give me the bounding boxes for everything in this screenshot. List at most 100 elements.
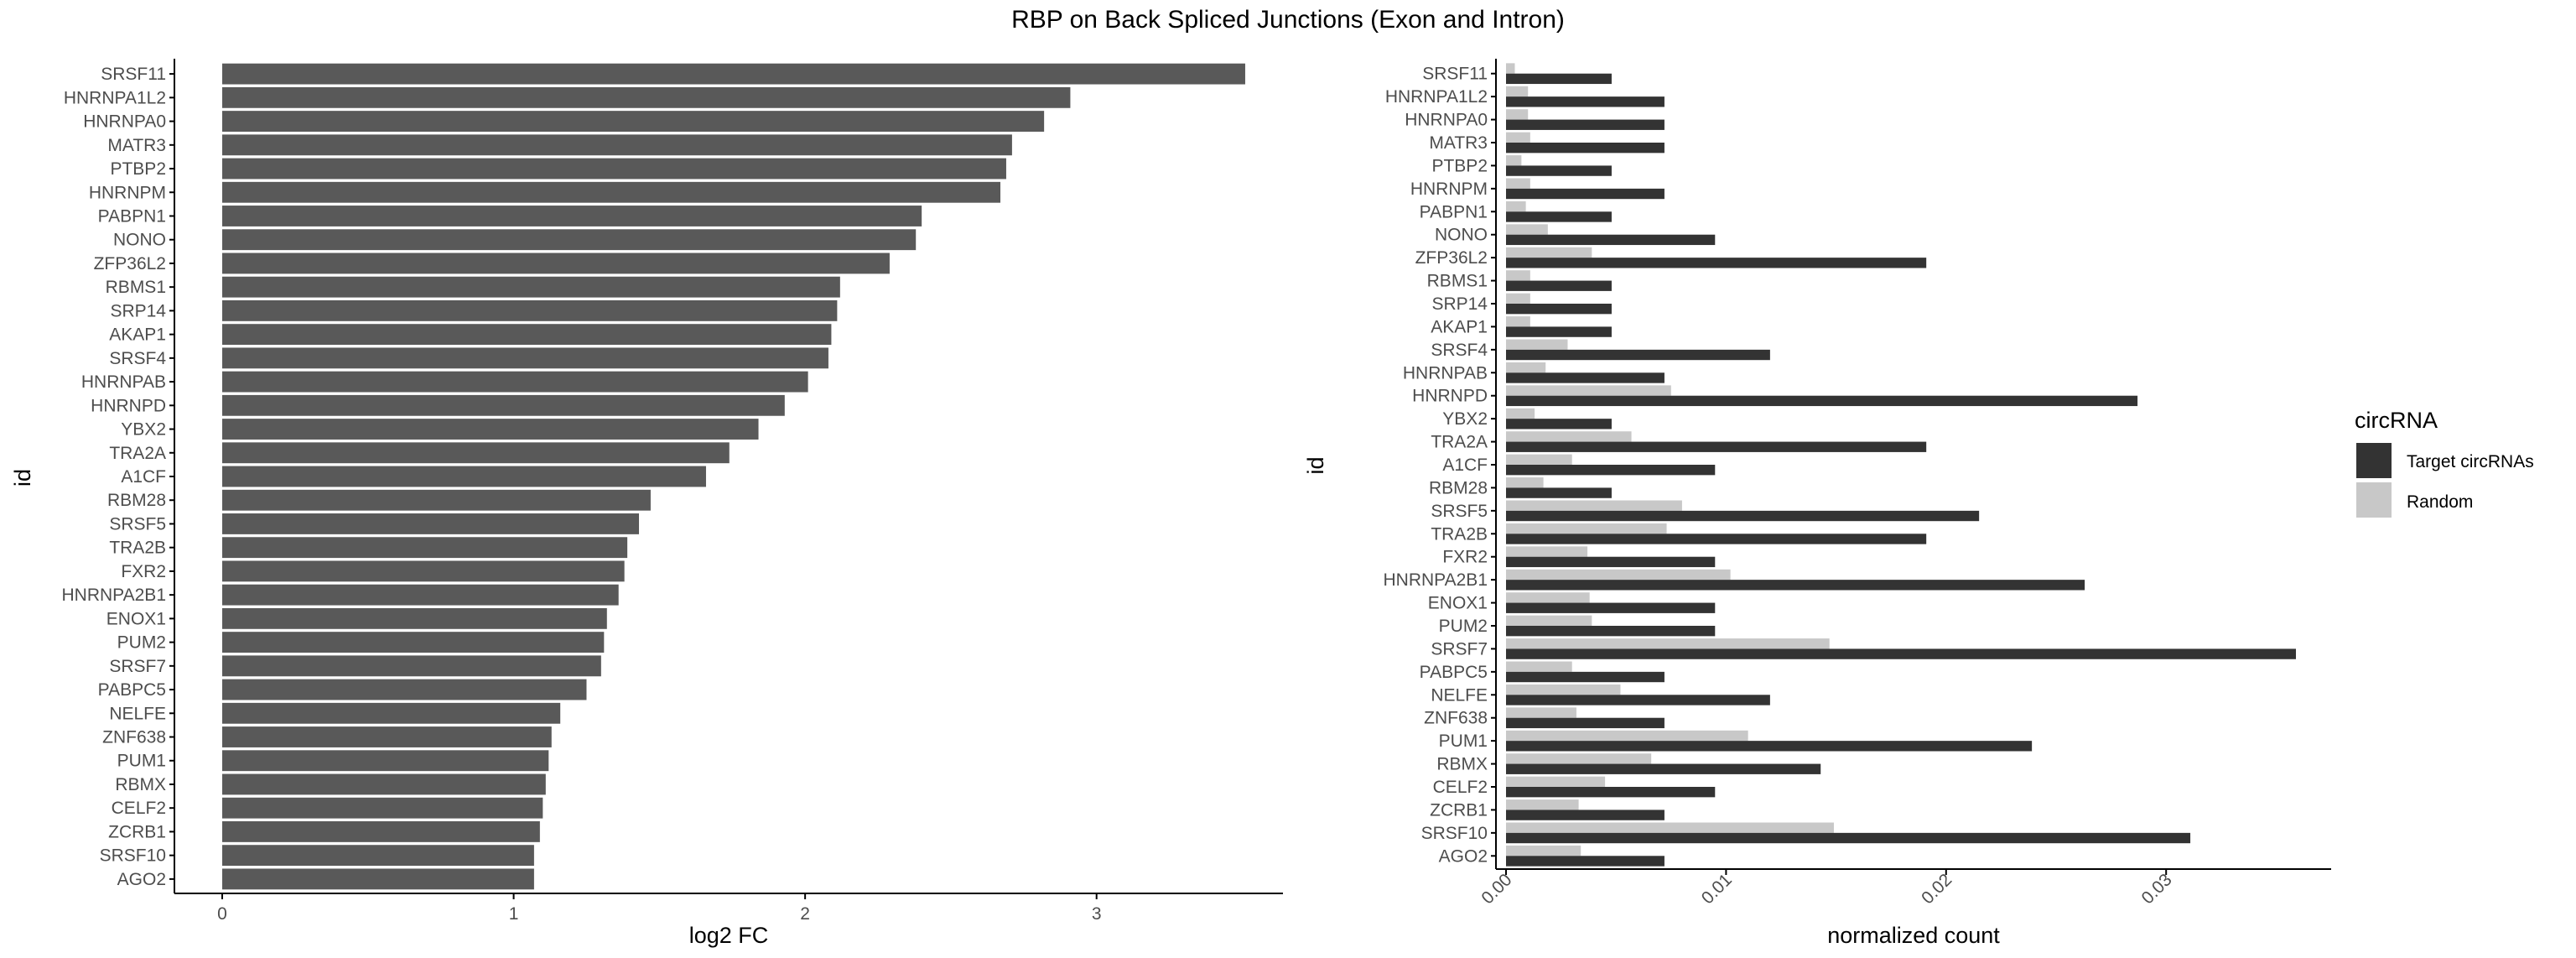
y-tick-label: HNRNPAB [81,372,166,392]
y-tick-label: TRA2B [1431,524,1488,544]
y-axis-title: id [1303,456,1328,474]
bar [222,845,534,867]
bar-target [1506,349,1770,361]
y-tick-label: SRSF10 [1421,824,1488,843]
legend-label-target: Target circRNAs [2407,452,2534,471]
legend: circRNA Target circRNAs Random [2355,408,2534,518]
bar-target [1506,326,1612,337]
y-tick-label: SRSF7 [109,657,166,676]
left-panel-log2fc: SRSF11 HNRNPA1L2 HNRNPA0 MATR3 PTBP2 HNRNPM PA… [10,59,1283,948]
y-tick-label: ZFP36L2 [94,254,166,273]
bar [222,466,706,487]
x-tick-label: 0.03 [2138,870,2176,908]
bar-random [1506,799,1579,810]
bar-random [1506,500,1682,511]
x-tick-label: 2 [800,904,810,924]
x-axis-title: normalized count [1827,923,2000,948]
bar-random [1506,86,1529,97]
y-tick-label: SRSF5 [1431,502,1488,521]
y-tick-label: HNRNPM [89,183,166,202]
bar-random [1506,730,1748,742]
bar-random [1506,454,1572,465]
bar-random [1506,362,1546,373]
y-tick-label: MATR3 [107,136,166,155]
bar-random [1506,224,1548,235]
bar-target [1506,234,1716,246]
y-tick-label: TRA2B [109,539,166,558]
bar-target [1506,280,1612,291]
x-tick-label: 0 [217,904,227,924]
bar-target [1506,395,2138,407]
y-tick-label: SRSF5 [109,514,166,534]
bar-random [1506,200,1526,212]
bar-target [1506,717,1665,729]
y-tick-label: YBX2 [121,420,166,440]
y-tick-label: NELFE [109,704,166,723]
bar-target [1506,810,1665,820]
bar [222,324,832,346]
bar-target [1506,534,1927,544]
y-tick-label: YBX2 [1442,409,1488,429]
bar [222,276,840,298]
bar [222,442,730,464]
bar [222,868,534,890]
bar-target [1506,580,2085,591]
y-tick-label: HNRNPD [1412,387,1488,406]
bar-target [1506,465,1716,476]
bar [222,702,561,724]
bar [222,797,543,819]
y-tick-label: FXR2 [1442,548,1488,567]
y-tick-label: SRSF11 [1422,65,1488,84]
y-tick-label: HNRNPA0 [1405,111,1488,130]
y-tick-label: CELF2 [1433,778,1488,797]
x-tick-label: 1 [509,904,519,924]
bar-random [1506,178,1530,189]
bar [222,632,605,653]
bar-random [1506,523,1667,534]
legend-label-random: Random [2407,492,2473,512]
bar [222,134,1012,156]
y-tick-label: HNRNPA0 [83,112,166,132]
bar [222,419,759,440]
bar-target [1506,258,1927,268]
bar [222,489,651,511]
bar [222,253,890,274]
bar-target [1506,96,1665,107]
y-tick-label: ZCRB1 [108,822,166,841]
bar-random [1506,477,1544,488]
bar [222,513,640,534]
bar-target [1506,487,1612,498]
y-tick-label: NONO [113,231,166,250]
bar [222,584,619,606]
bar [222,773,546,795]
bar-target [1506,856,1665,867]
y-tick-label: SRP14 [110,301,166,320]
y-tick-label: HNRNPA2B1 [1384,570,1488,590]
bar [222,371,808,393]
y-tick-label: RBMS1 [106,278,166,297]
bar [222,655,601,677]
bar-target [1506,556,1716,568]
y-tick-label: TRA2A [109,444,166,463]
bar [222,86,1071,108]
bar-target [1506,372,1665,383]
y-tick-label: SRP14 [1431,294,1488,314]
y-tick-label: SRSF4 [1431,341,1488,360]
y-tick-label: CELF2 [112,799,166,818]
legend-title: circRNA [2355,408,2438,433]
bar-random [1506,316,1530,327]
chart-title: RBP on Back Spliced Junctions (Exon and … [1011,6,1565,34]
bar [222,750,549,772]
bar-random [1506,132,1530,143]
y-tick-label: HNRNPM [1410,180,1488,199]
y-tick-label: PABPC5 [98,680,166,700]
y-tick-label: SRSF4 [109,349,166,368]
bar-target [1506,626,1716,637]
bar-random [1506,638,1830,649]
bar-random [1506,845,1581,856]
y-tick-label: A1CF [1442,456,1488,475]
y-tick-label: RBM28 [1429,478,1488,497]
bar-random [1506,270,1530,281]
bar [222,679,587,700]
y-axis-title: id [10,469,35,487]
